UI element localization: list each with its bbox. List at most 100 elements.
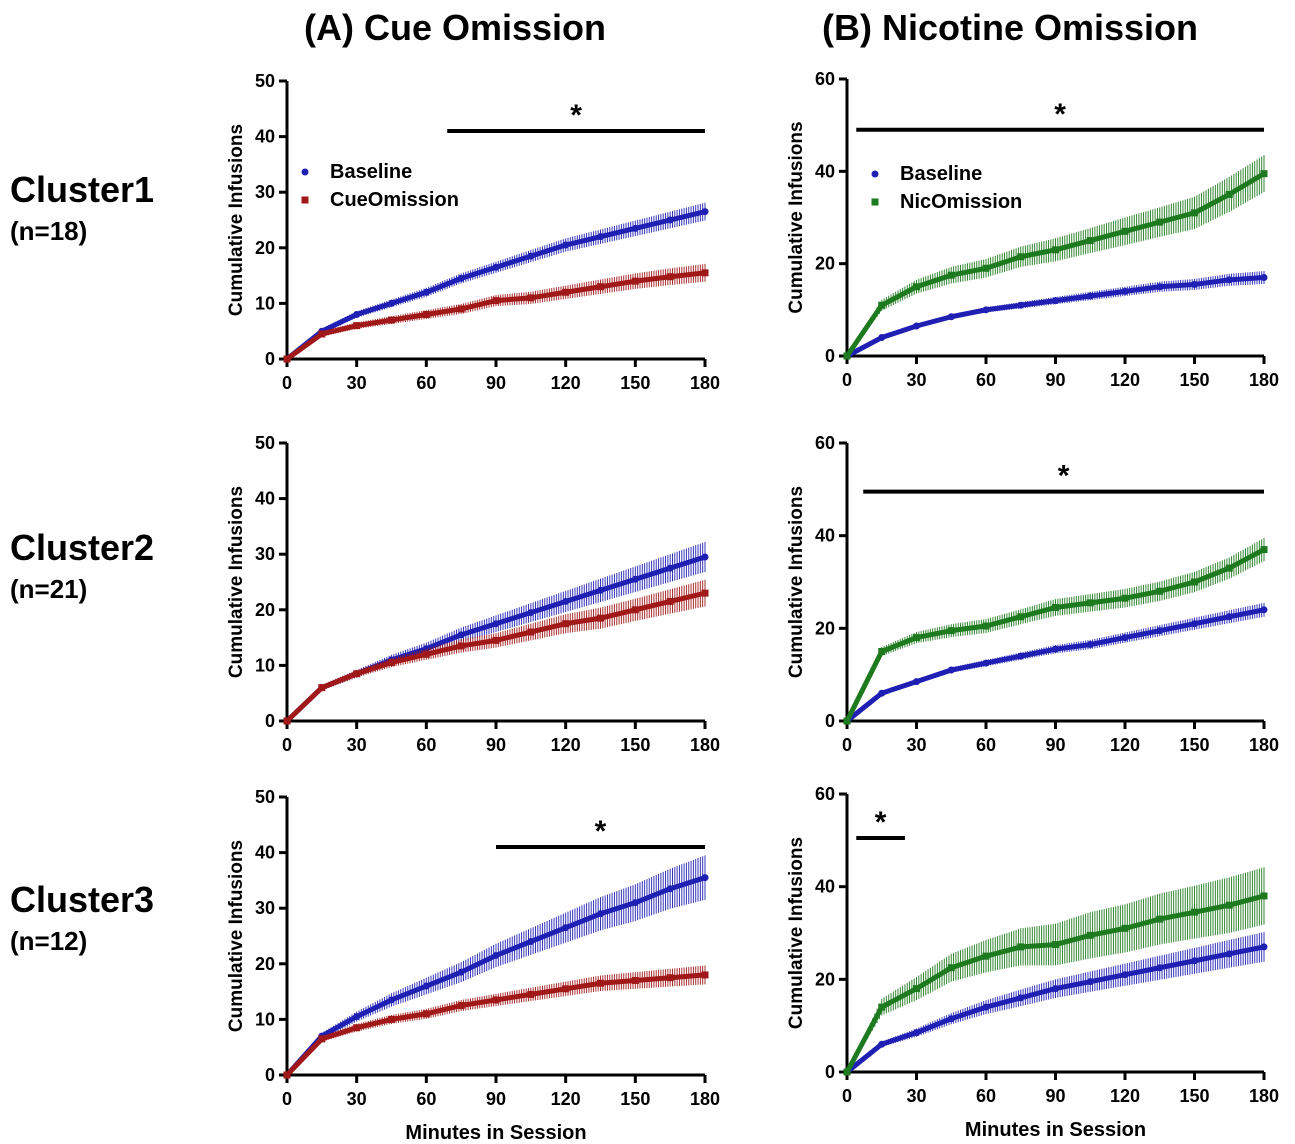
data-point (1121, 594, 1129, 602)
data-point (1052, 246, 1059, 254)
data-point (913, 1029, 920, 1037)
data-point (631, 976, 639, 984)
x-tick-label: 0 (842, 1086, 852, 1106)
data-point (878, 1003, 886, 1011)
data-point (457, 642, 465, 650)
data-point (701, 553, 709, 561)
data-point (1225, 276, 1233, 284)
data-point (1052, 985, 1059, 993)
data-point (913, 985, 920, 993)
x-tick-label: 30 (347, 735, 367, 755)
data-point (597, 233, 604, 241)
series-cueomission (283, 965, 709, 1079)
data-point (597, 979, 604, 987)
y-tick-label: 20 (255, 600, 275, 620)
data-point (457, 631, 465, 639)
data-point (878, 334, 886, 342)
x-tick-label: 120 (1110, 1086, 1140, 1106)
data-point (283, 1071, 291, 1079)
data-point (947, 313, 955, 321)
x-axis-label: Minutes in Session (405, 1122, 586, 1144)
data-point (283, 355, 291, 363)
x-tick-label: 60 (976, 370, 996, 390)
chart-panel-a-cluster2: 0 10 20 30 40 50 0 30 60 90 120 150 180 Cumulative In… (226, 433, 720, 755)
x-tick-label: 0 (842, 735, 852, 755)
row-label-cluster2: Cluster2 (10, 527, 154, 568)
data-point (457, 274, 465, 282)
data-point (353, 1024, 361, 1032)
data-point (878, 648, 886, 655)
x-tick-label: 180 (1249, 735, 1279, 755)
x-tick-label: 180 (1249, 1086, 1279, 1106)
data-point (597, 283, 604, 291)
column-title-b: (B) Nicotine Omission (822, 7, 1198, 48)
series-baseline (843, 271, 1268, 360)
data-point (353, 670, 361, 678)
data-point (388, 1015, 395, 1023)
data-point (562, 241, 570, 249)
data-point (457, 968, 465, 976)
data-point (631, 606, 639, 614)
data-point (913, 678, 920, 686)
data-point (1121, 227, 1129, 235)
data-point (1191, 620, 1198, 628)
data-point (1121, 634, 1129, 642)
row-label-cluster1: Cluster1 (10, 169, 154, 210)
x-tick-label: 90 (486, 1089, 506, 1109)
x-tick-label: 0 (282, 373, 292, 393)
data-point (422, 982, 430, 990)
y-tick-label: 0 (825, 346, 835, 366)
data-point (982, 264, 990, 272)
y-tick-label: 60 (815, 433, 835, 453)
x-tick-label: 30 (906, 1086, 926, 1106)
y-tick-label: 30 (255, 544, 275, 564)
data-point (701, 874, 709, 882)
legend-label: CueOmission (330, 189, 459, 211)
y-tick-label: 10 (255, 293, 275, 313)
y-tick-label: 10 (255, 1009, 275, 1029)
data-point (562, 620, 570, 628)
x-tick-label: 150 (620, 373, 650, 393)
data-point (457, 1002, 465, 1009)
x-tick-label: 90 (1045, 370, 1065, 390)
x-tick-label: 180 (690, 735, 720, 755)
legend-marker (871, 170, 879, 178)
data-point (913, 322, 920, 330)
data-point (562, 288, 570, 296)
y-tick-label: 50 (255, 71, 275, 91)
x-tick-label: 90 (486, 735, 506, 755)
data-point (666, 564, 674, 572)
data-point (1086, 931, 1094, 939)
data-point (422, 1010, 430, 1018)
data-point (1121, 971, 1129, 979)
y-tick-label: 30 (255, 182, 275, 202)
data-point (492, 297, 500, 305)
data-point (597, 614, 604, 622)
x-tick-label: 180 (690, 1089, 720, 1109)
x-tick-label: 30 (347, 373, 367, 393)
data-point (1086, 641, 1094, 649)
x-tick-label: 60 (416, 735, 436, 755)
data-point (1191, 209, 1198, 217)
data-point (527, 628, 535, 636)
data-point (527, 252, 535, 260)
x-tick-label: 120 (551, 735, 581, 755)
chart-panel-b-cluster3: 0 20 40 60 0 30 60 90 120 150 180 Cumulative Infusi… (786, 784, 1279, 1141)
x-tick-label: 30 (906, 735, 926, 755)
data-point (666, 597, 674, 605)
data-point (1086, 292, 1094, 300)
x-tick-label: 30 (347, 1089, 367, 1109)
y-tick-label: 20 (255, 954, 275, 974)
y-tick-label: 40 (255, 489, 275, 509)
column-title-a: (A) Cue Omission (304, 7, 606, 48)
data-point (1225, 190, 1233, 198)
significance-star: * (570, 99, 582, 132)
data-point (1225, 950, 1233, 958)
row-n-cluster2: (n=21) (10, 574, 87, 604)
y-axis-label: Cumulative Infusions (786, 121, 807, 313)
data-point (527, 990, 535, 998)
y-axis-label: Cumulative Infusions (786, 486, 807, 678)
row-n-cluster1: (n=18) (10, 216, 87, 246)
data-point (666, 216, 674, 224)
